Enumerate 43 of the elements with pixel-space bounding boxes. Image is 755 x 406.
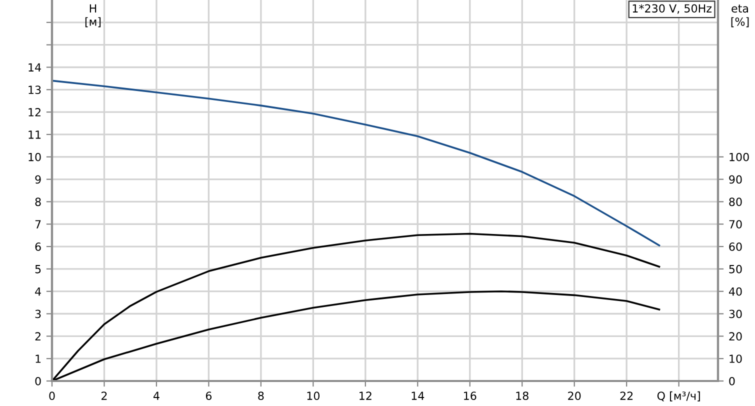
y2-tick-label: 40: [728, 287, 742, 296]
x-tick-label: 18: [516, 392, 528, 400]
x-tick-label: 0: [49, 392, 55, 400]
y-tick-label: 8: [35, 198, 41, 206]
x-tick-label: 16: [464, 392, 476, 400]
x-tick-label: 8: [258, 392, 264, 400]
y2-tick-label: 50: [729, 264, 742, 274]
y2-tick-label: 20: [729, 332, 742, 341]
x-tick-label: 12: [360, 392, 372, 400]
y-tick-label: 3: [35, 310, 41, 318]
y-tick-label: 4: [35, 287, 41, 296]
y-tick-label: 7: [35, 220, 41, 228]
x-tick-label: 10: [307, 392, 320, 400]
y2-tick-label: 0: [729, 376, 735, 386]
y2-tick-label: 90: [729, 175, 742, 184]
y-tick-label: 1: [36, 354, 41, 363]
x-tick-label: 22: [620, 392, 633, 400]
y-axis-title: H [м]: [85, 4, 101, 28]
y-tick-label: 12: [28, 108, 40, 116]
line-series: [52, 80, 660, 246]
y-tick-label: 11: [28, 130, 41, 139]
y-tick-label: 10: [28, 152, 41, 162]
y-tick-label: 14: [28, 63, 41, 72]
y2-tick-label: 100: [730, 152, 749, 162]
y-tick-label: 0: [35, 376, 41, 386]
x-tick-label: Q [м³/ч]: [657, 391, 700, 402]
y2-tick-label: 80: [729, 198, 742, 206]
x-tick-label: 6: [206, 392, 212, 400]
x-tick-label: 20: [568, 392, 581, 400]
y-tick-label: 9: [35, 175, 41, 184]
y-tick-label: 6: [35, 242, 41, 251]
y2-axis-title: eta [%]: [731, 4, 749, 28]
annotation: 1*230 V, 50Hz: [632, 4, 712, 14]
x-tick-label: 4: [153, 392, 160, 400]
y-tick-label: 5: [35, 265, 41, 274]
y2-tick-label: 30: [729, 310, 742, 318]
y2-tick-label: 70: [729, 220, 742, 228]
x-tick-label: 2: [102, 392, 107, 400]
x-tick-label: 14: [412, 392, 424, 400]
y-tick-label: 2: [35, 332, 40, 340]
y2-tick-label: 10: [730, 354, 742, 363]
y2-tick-label: 60: [729, 242, 742, 251]
y-tick-label: 13: [28, 86, 41, 94]
